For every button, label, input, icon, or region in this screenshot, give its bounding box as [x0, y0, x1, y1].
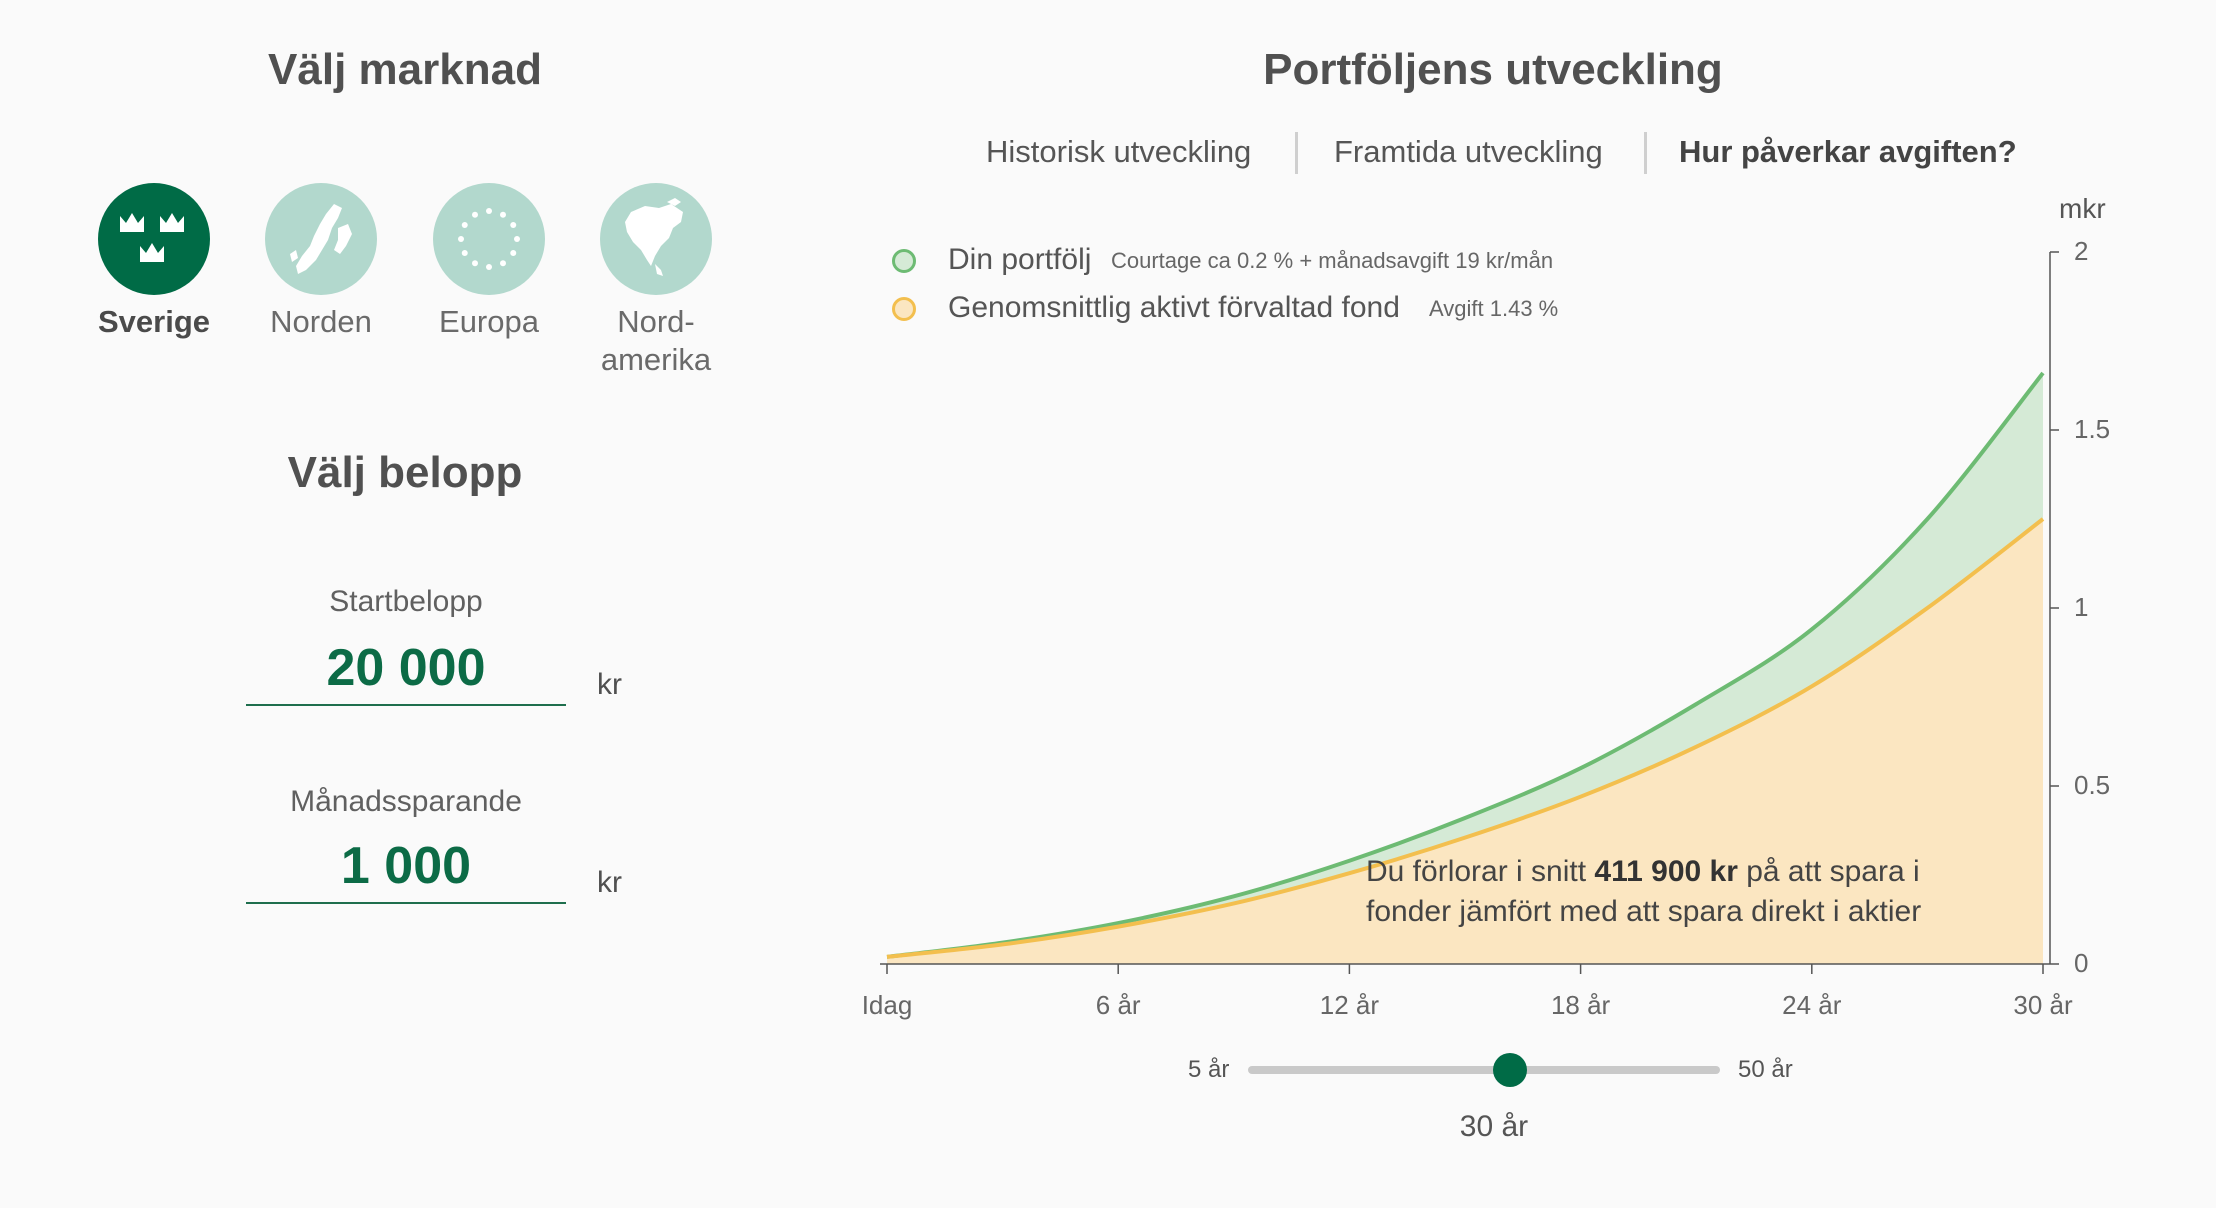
- market-nordamerika[interactable]: Nord- amerika: [571, 183, 741, 379]
- tab-framtida[interactable]: Framtida utveckling: [1334, 134, 1603, 169]
- eu-star: [458, 236, 464, 242]
- three-crowns-icon: [98, 183, 210, 295]
- market-label: Europa: [439, 304, 539, 339]
- north-america-map-icon: [600, 183, 712, 295]
- y-tick-label: 0.5: [2074, 770, 2111, 800]
- tab-divider: [1295, 132, 1298, 174]
- eu-star: [500, 260, 506, 267]
- eu-star: [461, 250, 468, 256]
- years-slider-thumb[interactable]: [1493, 1053, 1528, 1087]
- legend-portfolio-detail: Courtage ca 0.2 % + månadsavgift 19 kr/m…: [1111, 248, 1554, 273]
- tab-divider: [1644, 132, 1647, 174]
- eu-star: [486, 208, 492, 214]
- tab-avgift[interactable]: Hur påverkar avgiften?: [1679, 134, 2017, 169]
- eu-star: [472, 260, 478, 267]
- start-amount-label: Startbelopp: [329, 585, 483, 618]
- eu-star: [461, 222, 468, 228]
- market-label: Norden: [270, 304, 372, 339]
- legend-fund-name: Genomsnittlig aktivt förvaltad fond: [948, 291, 1400, 324]
- y-tick-label: 1: [2074, 592, 2089, 622]
- market-europa[interactable]: Europa: [404, 183, 574, 341]
- slider-value-label: 30 år: [1459, 1110, 1529, 1143]
- x-tick-label: 24 år: [1782, 990, 1842, 1020]
- eu-star: [486, 264, 492, 270]
- eu-star: [514, 236, 520, 242]
- y-tick-label: 2: [2074, 236, 2089, 266]
- market-norden[interactable]: Norden: [236, 183, 406, 341]
- nordic-map-icon: [265, 183, 377, 295]
- series-area-1: [887, 519, 2043, 964]
- market-sverige[interactable]: Sverige: [69, 183, 239, 341]
- slider-max-label: 50 år: [1738, 1056, 1793, 1083]
- x-tick-label: 30 år: [2013, 990, 2073, 1020]
- x-tick-label: 18 år: [1550, 990, 1611, 1020]
- y-axis-unit: mkr: [2059, 193, 2106, 224]
- market-label: Sverige: [97, 304, 210, 339]
- legend-fund-detail: Avgift 1.43 %: [1429, 296, 1559, 321]
- slider-min-label: 5 år: [1188, 1056, 1230, 1083]
- monthly-amount-input[interactable]: [246, 836, 566, 904]
- series-line-0: [886, 371, 2045, 959]
- eu-stars-icon: [433, 183, 545, 295]
- legend-portfolio-name: Din portfölj: [948, 243, 1092, 276]
- x-tick-label: Idag: [861, 990, 913, 1020]
- monthly-amount-unit: kr: [597, 866, 622, 899]
- legend-portfolio-marker: [892, 249, 916, 273]
- monthly-amount-label: Månadssparande: [290, 785, 522, 818]
- eu-star: [510, 222, 517, 228]
- y-tick-label: 0: [2074, 948, 2089, 978]
- eu-star: [500, 211, 506, 218]
- start-amount-unit: kr: [597, 668, 622, 701]
- fee-loss-amount: 411 900 kr: [1594, 855, 1738, 888]
- years-slider-track[interactable]: [1248, 1066, 1720, 1074]
- amount-title: Välj belopp: [287, 448, 523, 497]
- chart-title: Portföljens utveckling: [1263, 45, 1723, 94]
- eu-star: [472, 211, 478, 218]
- market-title: Välj marknad: [268, 45, 542, 94]
- eu-star: [510, 250, 517, 256]
- series-line-1: [886, 517, 2045, 959]
- fee-loss-annotation: Du förlorar i snitt 411 900 kr på att sp…: [1366, 855, 1922, 928]
- market-label: Nord- amerika: [600, 304, 712, 377]
- legend-fund-marker: [892, 297, 916, 321]
- start-amount-input[interactable]: [246, 638, 566, 706]
- tab-historisk[interactable]: Historisk utveckling: [986, 134, 1252, 169]
- x-tick-label: 12 år: [1319, 990, 1380, 1020]
- x-tick-label: 6 år: [1095, 990, 1141, 1020]
- y-tick-label: 1.5: [2074, 414, 2111, 444]
